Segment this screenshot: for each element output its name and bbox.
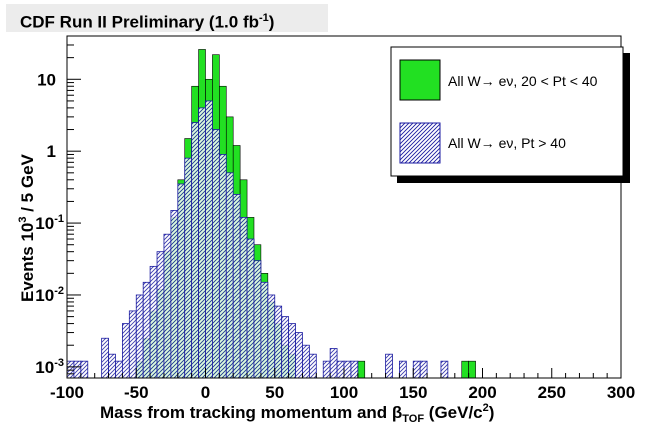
histogram-bar — [336, 360, 345, 379]
histogram-bar — [156, 251, 165, 379]
histogram-bar — [225, 172, 234, 379]
histogram-bar — [357, 360, 366, 379]
histogram-bar — [246, 238, 255, 379]
series-pt40-bars — [66, 100, 449, 379]
x-axis: -100 -50 0 50 100 150 200 250 300 — [50, 368, 635, 402]
y-tick-label: 10-1 — [35, 213, 64, 233]
histogram-bar — [142, 281, 151, 379]
histogram-bar — [115, 360, 123, 379]
x-tick-label: 100 — [330, 383, 358, 402]
legend-label-pt40: All W→ eν, Pt > 40 — [448, 135, 566, 151]
histogram-bar — [260, 281, 269, 379]
histogram-bar — [205, 100, 213, 379]
x-tick-label: 0 — [201, 383, 210, 402]
histogram-bar — [274, 305, 283, 379]
legend-swatch-pt40 — [399, 122, 441, 164]
plot-title: CDF Run II Preliminary (1.0 fb-1) — [6, 4, 328, 32]
x-axis-label: Mass from tracking momentum and βTOF (Ge… — [100, 402, 494, 425]
histogram-bar — [108, 353, 116, 379]
histogram-bar — [239, 216, 248, 379]
x-tick-label: 150 — [399, 383, 427, 402]
histogram-bar — [80, 360, 89, 379]
x-tick-label: -100 — [50, 383, 84, 402]
histogram-bar — [295, 332, 303, 379]
histogram-bar — [440, 360, 449, 379]
histogram-bar — [412, 360, 421, 379]
histogram-bar — [184, 157, 193, 379]
histogram-bar — [232, 194, 241, 379]
histogram-bar — [66, 360, 75, 379]
y-tick-label: 10-3 — [35, 357, 64, 377]
x-tick-label: 250 — [538, 383, 566, 402]
histogram-bar — [191, 122, 199, 379]
histogram-bar — [135, 294, 144, 379]
histogram-bar — [170, 210, 179, 379]
histogram-bar — [461, 360, 469, 379]
histogram-bar — [267, 294, 276, 379]
histogram-bar — [322, 360, 331, 379]
y-axis-label: Events 103 / 5 GeV — [17, 153, 37, 302]
plot-title-close: ) — [268, 12, 275, 32]
x-tick-label: -50 — [124, 383, 149, 402]
histogram-bar — [177, 183, 186, 379]
histogram-bar — [212, 129, 220, 379]
legend-label-20-40: All W→ eν, 20 < Pt < 40 — [448, 73, 598, 89]
histogram-bar — [73, 360, 82, 379]
x-tick-label: 200 — [468, 383, 496, 402]
histogram-bar — [343, 360, 352, 379]
histogram-bar — [281, 316, 290, 379]
histogram-bar — [128, 310, 137, 379]
plot-title-superscript: -1 — [259, 12, 269, 24]
histogram-bar — [350, 360, 359, 379]
histogram-bar — [398, 360, 407, 379]
histogram-bar — [122, 323, 130, 379]
histogram-bar — [253, 260, 262, 379]
x-tick-label: 50 — [265, 383, 284, 402]
y-tick-label: 1 — [47, 142, 56, 161]
histogram-bar — [149, 265, 158, 379]
plot-title-text: CDF Run II Preliminary (1.0 fb — [20, 12, 259, 32]
histogram-bar — [288, 323, 296, 379]
histogram-bar — [218, 154, 227, 379]
y-axis: 10-3 10-2 10-1 1 10 — [35, 35, 81, 379]
histogram-bar — [419, 360, 428, 379]
histogram-bar — [468, 360, 476, 379]
histogram-bar — [385, 353, 393, 379]
legend-swatch-20-40 — [399, 59, 441, 101]
histogram-bar — [302, 344, 310, 379]
histogram-bar — [329, 348, 338, 379]
y-tick-label: 10 — [37, 70, 56, 89]
histogram-bar — [198, 107, 206, 379]
histogram-bar — [101, 337, 109, 379]
legend: All W→ eν, 20 < Pt < 40 All W→ eν, Pt > … — [390, 46, 630, 183]
histogram-bar — [163, 233, 172, 379]
x-tick-label: 300 — [607, 383, 635, 402]
y-tick-label: 10-2 — [35, 285, 64, 305]
histogram-bar — [308, 353, 317, 379]
